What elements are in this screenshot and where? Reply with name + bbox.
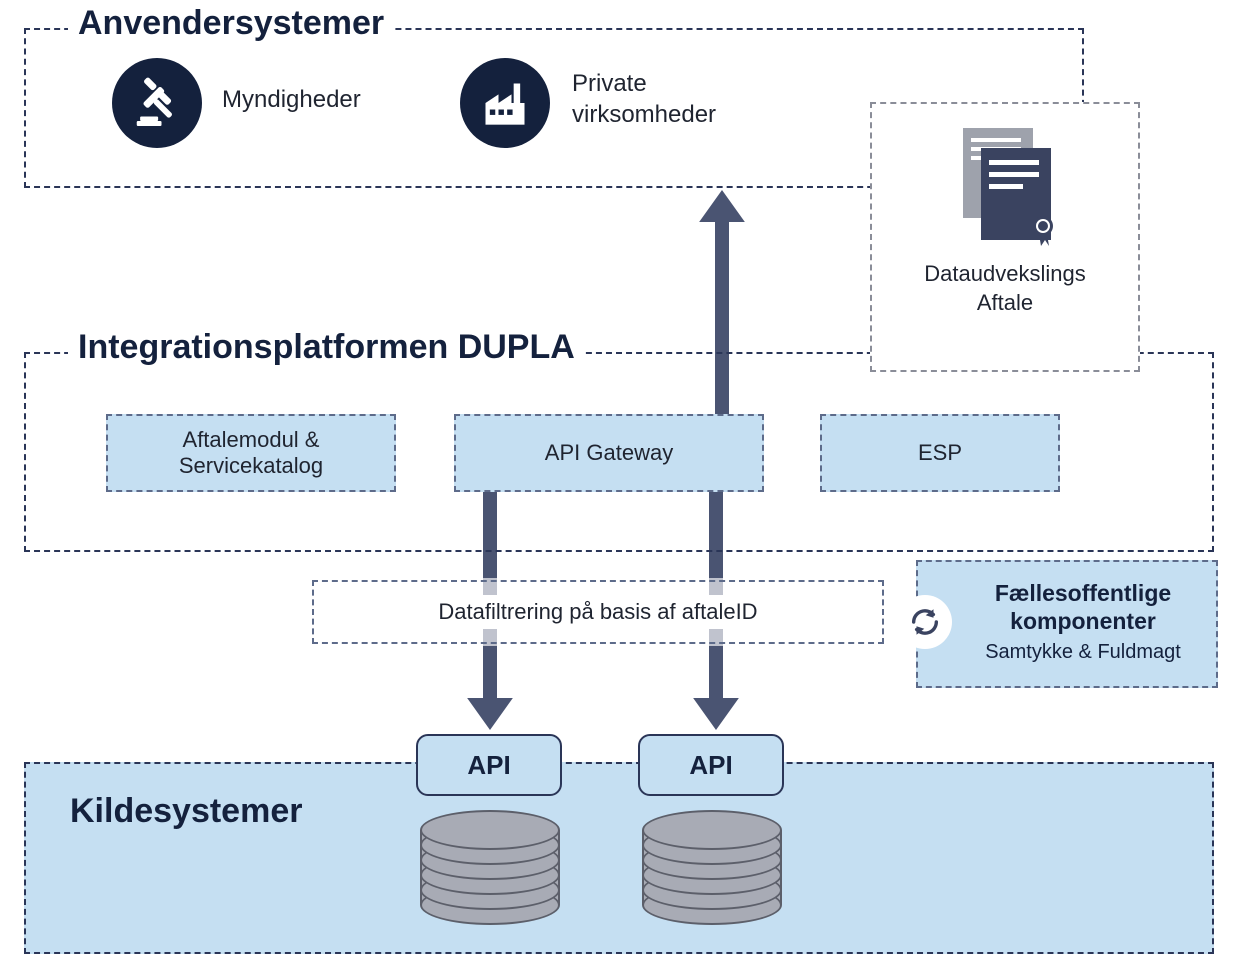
esp-label: ESP — [918, 440, 962, 466]
database-icon-1 — [420, 810, 560, 950]
dataudvekslings-section: Dataudvekslings Aftale — [870, 102, 1140, 372]
database-icon-2 — [642, 810, 782, 950]
aftalemodul-label: Aftalemodul & Servicekatalog — [179, 427, 323, 479]
kildesystemer-section — [24, 762, 1214, 954]
api-label: API — [689, 750, 732, 781]
faellesoffentlige-title: Fællesoffentlige komponenter — [968, 580, 1198, 635]
myndigheder-label: Myndigheder — [222, 84, 361, 115]
document-icon — [945, 122, 1065, 252]
dataudvekslings-label: Dataudvekslings Aftale — [872, 260, 1138, 317]
api-gateway-box: API Gateway — [454, 414, 764, 492]
faellesoffentlige-box: Fællesoffentlige komponenter Samtykke & … — [916, 560, 1218, 688]
aftalemodul-box: Aftalemodul & Servicekatalog — [106, 414, 396, 492]
private-label: Private virksomheder — [572, 68, 716, 130]
esp-box: ESP — [820, 414, 1060, 492]
datafiltrering-label: Datafiltrering på basis af aftaleID — [424, 595, 771, 629]
anvendersystemer-title: Anvendersystemer — [68, 4, 394, 43]
sync-icon — [898, 595, 952, 649]
gavel-icon — [112, 58, 202, 148]
factory-icon — [460, 58, 550, 148]
api-box-2: API — [638, 734, 784, 796]
datafiltrering-box: Datafiltrering på basis af aftaleID — [312, 580, 884, 644]
api-label: API — [467, 750, 510, 781]
api-box-1: API — [416, 734, 562, 796]
api-gateway-label: API Gateway — [545, 440, 673, 466]
faellesoffentlige-subtitle: Samtykke & Fuldmagt — [968, 641, 1198, 664]
kildesystemer-title: Kildesystemer — [60, 792, 312, 831]
dupla-title: Integrationsplatformen DUPLA — [68, 328, 585, 367]
